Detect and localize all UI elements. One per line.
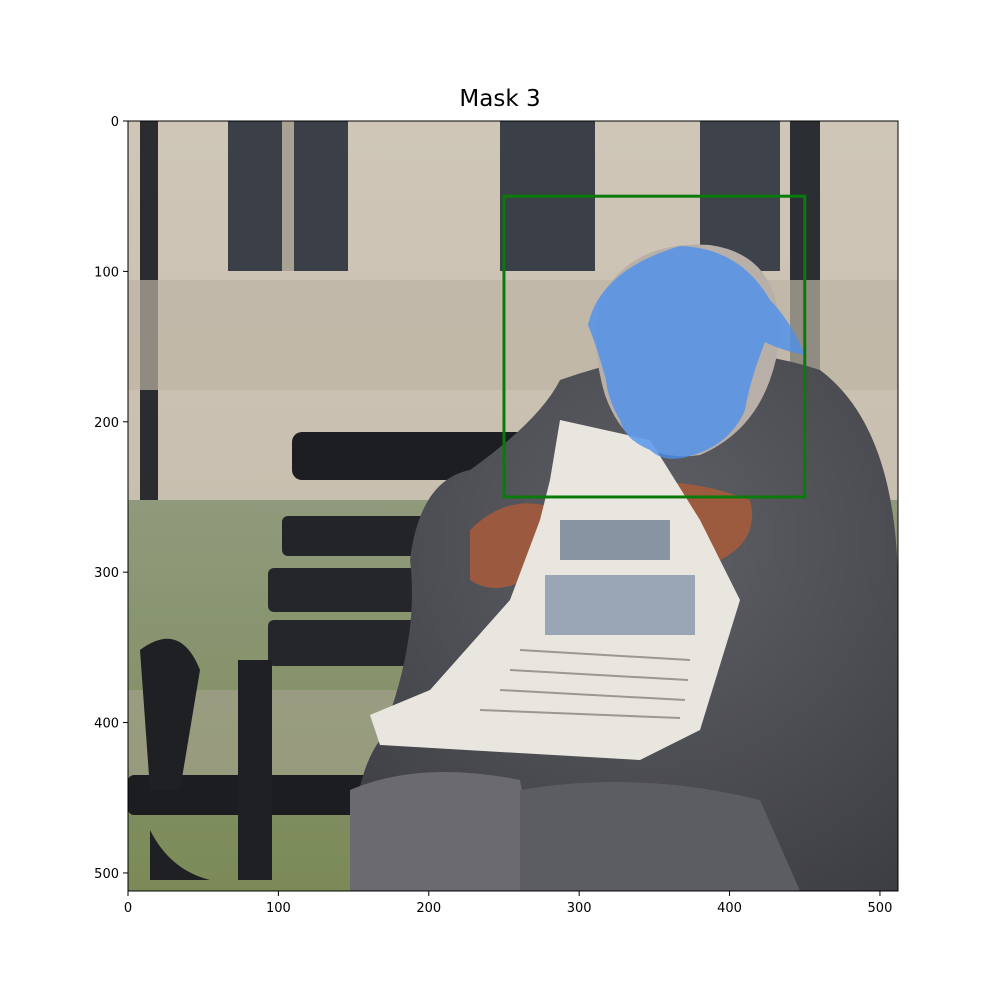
x-tick-label: 200 <box>416 901 441 916</box>
y-tick-label: 0 <box>111 115 119 130</box>
y-tick-label: 200 <box>94 416 119 431</box>
figure-title: Mask 3 <box>459 86 541 112</box>
x-tick-label: 500 <box>868 901 893 916</box>
x-axis: 0 100 200 300 400 500 <box>124 891 893 916</box>
axes-frame <box>127 120 899 892</box>
y-tick-label: 500 <box>94 867 119 882</box>
y-axis: 0 100 200 300 400 500 <box>94 115 128 882</box>
x-tick-label: 400 <box>717 901 742 916</box>
segmentation-mask <box>588 246 805 459</box>
y-tick-label: 300 <box>94 566 119 581</box>
bounding-box <box>502 194 807 499</box>
window-frame <box>282 121 294 271</box>
y-tick-label: 100 <box>94 265 119 280</box>
y-tick-label: 400 <box>94 717 119 732</box>
x-tick-label: 0 <box>124 901 132 916</box>
x-tick-label: 300 <box>567 901 592 916</box>
x-tick-label: 100 <box>266 901 291 916</box>
photo-scene <box>128 121 898 891</box>
newspaper-icon <box>370 420 740 760</box>
